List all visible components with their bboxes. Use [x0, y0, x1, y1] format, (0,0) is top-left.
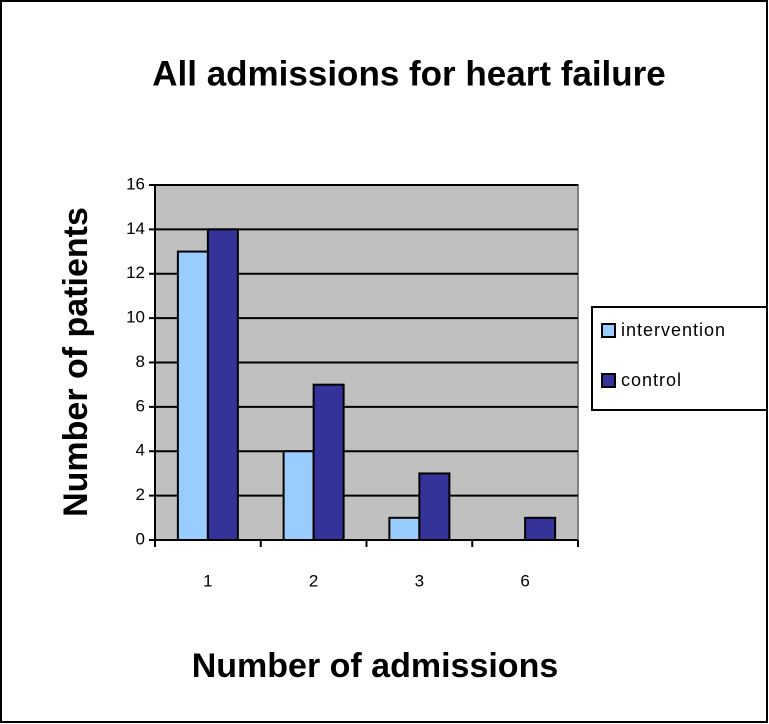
x-tick-label: 3 [415, 571, 424, 590]
bar [388, 516, 421, 541]
y-tick-label: 0 [136, 529, 145, 548]
y-tick-label: 8 [136, 352, 145, 371]
y-axis-label: Number of patients [57, 207, 95, 517]
y-tick-label: 14 [126, 219, 145, 238]
y-tick-label: 2 [136, 485, 145, 504]
y-tick-label: 4 [136, 441, 145, 460]
x-tick-label: 1 [203, 571, 212, 590]
bar [524, 516, 557, 541]
x-axis-label: Number of admissions [192, 647, 559, 685]
legend-box [591, 306, 768, 411]
bar [312, 383, 345, 541]
legend-label: intervention [621, 320, 726, 340]
bar [418, 472, 451, 541]
legend-swatch [601, 373, 616, 388]
bar [206, 228, 239, 541]
y-tick-label: 16 [126, 174, 145, 193]
bar [176, 250, 209, 541]
y-tick-label: 6 [136, 396, 145, 415]
x-tick-label: 6 [520, 571, 529, 590]
bar [282, 450, 315, 541]
x-tick-label: 2 [309, 571, 318, 590]
y-tick-label: 10 [126, 308, 145, 327]
legend-swatch [601, 323, 616, 338]
y-tick-label: 12 [126, 263, 145, 282]
legend-label: control [621, 370, 682, 390]
chart-title: All admissions for heart failure [152, 54, 665, 93]
